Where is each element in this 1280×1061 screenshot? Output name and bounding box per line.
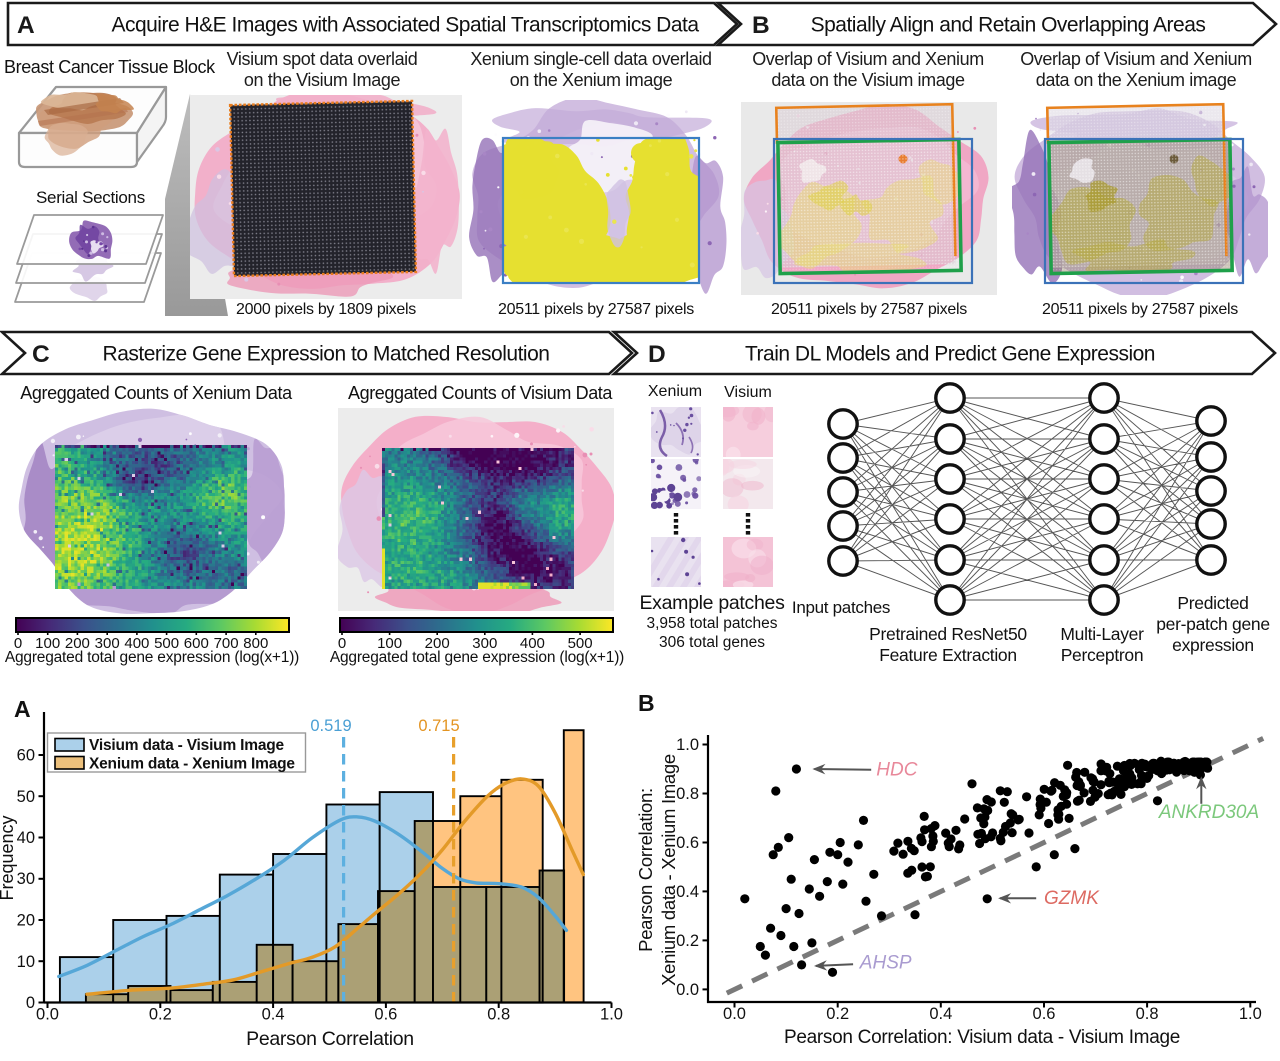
svg-text:D: D: [648, 341, 666, 368]
svg-text:0.0: 0.0: [676, 981, 699, 999]
svg-text:GZMK: GZMK: [1044, 888, 1100, 909]
svg-text:data on the Visium image: data on the Visium image: [771, 70, 965, 90]
svg-text:Input patches: Input patches: [792, 598, 890, 617]
svg-text:Pearson Correlation:: Pearson Correlation:: [635, 788, 656, 952]
svg-text:20511 pixels by 27587 pixels: 20511 pixels by 27587 pixels: [1042, 301, 1238, 318]
svg-text:30: 30: [17, 870, 35, 888]
svg-text:306 total genes: 306 total genes: [659, 634, 765, 651]
svg-text:0.6: 0.6: [1033, 1005, 1056, 1023]
svg-text:Visium spot data overlaid: Visium spot data overlaid: [227, 49, 418, 69]
svg-text:Example patches: Example patches: [639, 592, 785, 614]
svg-text:0.6: 0.6: [374, 1006, 397, 1024]
svg-text:10: 10: [17, 953, 35, 971]
svg-text:Breast Cancer Tissue Block: Breast Cancer Tissue Block: [4, 57, 216, 77]
svg-text:HDC: HDC: [876, 760, 917, 781]
svg-text:A: A: [17, 12, 35, 39]
svg-text:100: 100: [377, 635, 402, 652]
svg-text:Visium data - Visium Image: Visium data - Visium Image: [89, 737, 285, 754]
svg-text:expression: expression: [1172, 635, 1254, 655]
svg-text:1.0: 1.0: [1239, 1005, 1262, 1023]
svg-text:3,958 total patches: 3,958 total patches: [647, 615, 778, 632]
svg-text:AHSP: AHSP: [859, 953, 912, 974]
svg-text:20511 pixels by 27587 pixels: 20511 pixels by 27587 pixels: [771, 301, 967, 318]
svg-text:200: 200: [425, 635, 450, 652]
svg-text:0.715: 0.715: [418, 717, 459, 735]
svg-text:Serial Sections: Serial Sections: [36, 188, 145, 207]
svg-text:40: 40: [17, 829, 35, 847]
svg-text:700: 700: [214, 635, 239, 652]
svg-text:0: 0: [14, 635, 22, 652]
svg-text:0.8: 0.8: [1136, 1005, 1159, 1023]
svg-text:Spatially Align and Retain Ove: Spatially Align and Retain Overlapping A…: [811, 14, 1206, 37]
svg-text:20511 pixels by 27587 pixels: 20511 pixels by 27587 pixels: [498, 301, 694, 318]
svg-text:Frequency: Frequency: [0, 815, 17, 900]
svg-text:Aggregated total gene expressi: Aggregated total gene expression (log(x+…: [5, 649, 299, 666]
svg-text:Overlap of Visium and Xenium: Overlap of Visium and Xenium: [752, 49, 984, 69]
svg-text:B: B: [638, 690, 655, 716]
svg-text:500: 500: [568, 635, 593, 652]
svg-text:0.2: 0.2: [676, 932, 699, 950]
svg-text:20: 20: [17, 912, 35, 930]
svg-text:0: 0: [338, 635, 346, 652]
svg-text:300: 300: [472, 635, 497, 652]
svg-text:C: C: [32, 341, 50, 368]
svg-text:0.8: 0.8: [676, 785, 699, 803]
svg-text:per-patch gene: per-patch gene: [1156, 614, 1270, 634]
svg-text:Xenium data - Xenium Image: Xenium data - Xenium Image: [89, 756, 295, 773]
svg-text:Overlap of Visium and Xenium: Overlap of Visium and Xenium: [1020, 49, 1252, 69]
svg-text:50: 50: [17, 788, 35, 806]
svg-text:Feature Extraction: Feature Extraction: [879, 645, 1017, 665]
svg-text:0.0: 0.0: [36, 1006, 59, 1024]
svg-text:400: 400: [124, 635, 149, 652]
svg-text:100: 100: [35, 635, 60, 652]
svg-text:data on the Xenium image: data on the Xenium image: [1036, 70, 1237, 90]
svg-text:Rasterize Gene Expression to M: Rasterize Gene Expression to Matched Res…: [103, 343, 550, 366]
svg-text:60: 60: [17, 747, 35, 765]
svg-text:200: 200: [65, 635, 90, 652]
svg-text:Visium: Visium: [724, 384, 772, 401]
svg-text:0.4: 0.4: [262, 1006, 285, 1024]
svg-text:600: 600: [184, 635, 209, 652]
svg-text:0: 0: [26, 994, 35, 1012]
svg-text:Pretrained ResNet50: Pretrained ResNet50: [869, 624, 1027, 644]
svg-text:Agreggated Counts of Xenium Da: Agreggated Counts of Xenium Data: [20, 383, 293, 403]
svg-text:0.519: 0.519: [310, 717, 351, 735]
svg-text:1.0: 1.0: [676, 736, 699, 754]
svg-text:Multi-Layer: Multi-Layer: [1060, 624, 1144, 644]
svg-text:Agreggated Counts of Visium Da: Agreggated Counts of Visium Data: [348, 383, 613, 403]
svg-text:1.0: 1.0: [600, 1006, 623, 1024]
svg-text:2000 pixels by 1809 pixels: 2000 pixels by 1809 pixels: [236, 301, 416, 318]
svg-text:0.4: 0.4: [929, 1005, 952, 1023]
svg-text:0.2: 0.2: [826, 1005, 849, 1023]
svg-text:Perceptron: Perceptron: [1061, 645, 1144, 665]
svg-text:800: 800: [243, 635, 268, 652]
svg-text:0.8: 0.8: [487, 1006, 510, 1024]
svg-text:A: A: [14, 696, 31, 722]
svg-text:400: 400: [520, 635, 545, 652]
svg-text:Train DL Models and Predict Ge: Train DL Models and Predict Gene Express…: [745, 343, 1155, 366]
svg-text:0.0: 0.0: [723, 1005, 746, 1023]
svg-text:Xenium data - Xenium Image: Xenium data - Xenium Image: [658, 754, 679, 986]
svg-text:Pearson Correlation: Pearson Correlation: [246, 1028, 414, 1050]
svg-text:0.6: 0.6: [676, 834, 699, 852]
svg-text:ANKRD30A: ANKRD30A: [1158, 802, 1259, 823]
svg-text:Pearson Correlation: Visium da: Pearson Correlation: Visium data - Visiu…: [784, 1027, 1180, 1048]
svg-text:Aggregated total gene expressi: Aggregated total gene expression (log(x+…: [330, 649, 624, 666]
svg-text:Acquire H&E Images with Associ: Acquire H&E Images with Associated Spati…: [111, 14, 699, 37]
svg-text:on the Xenium image: on the Xenium image: [510, 70, 673, 90]
svg-text:500: 500: [154, 635, 179, 652]
svg-text:300: 300: [95, 635, 120, 652]
svg-text:Xenium: Xenium: [648, 383, 702, 400]
svg-text:B: B: [752, 12, 770, 39]
svg-text:0.2: 0.2: [149, 1006, 172, 1024]
svg-text:0.4: 0.4: [676, 883, 699, 901]
svg-text:Xenium single-cell data overla: Xenium single-cell data overlaid: [470, 49, 711, 69]
svg-text:on the Visium Image: on the Visium Image: [244, 70, 401, 90]
svg-text:Predicted: Predicted: [1177, 593, 1248, 613]
